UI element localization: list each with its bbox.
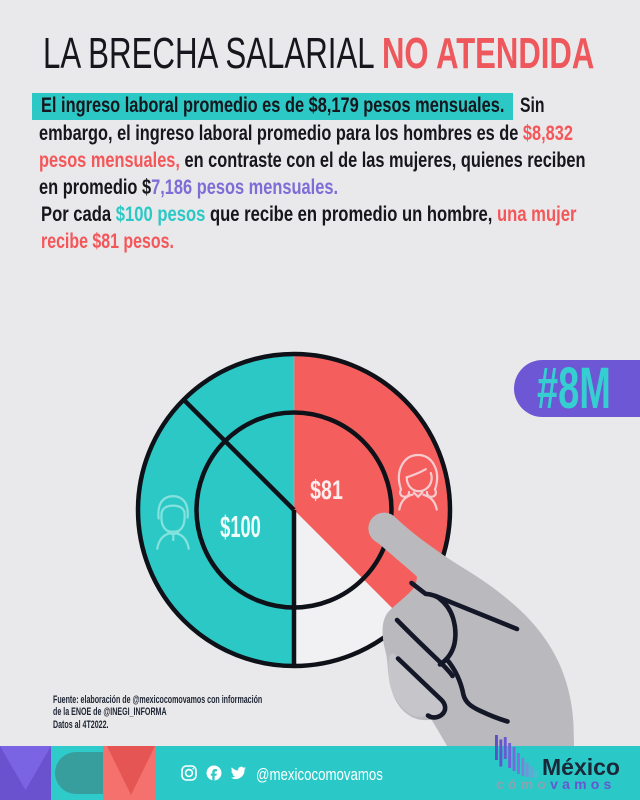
svg-text:cómovamos: cómovamos — [496, 776, 616, 792]
svg-text:$100: $100 — [220, 510, 261, 544]
svg-text:$81: $81 — [310, 475, 343, 505]
svg-text:México: México — [542, 754, 620, 780]
